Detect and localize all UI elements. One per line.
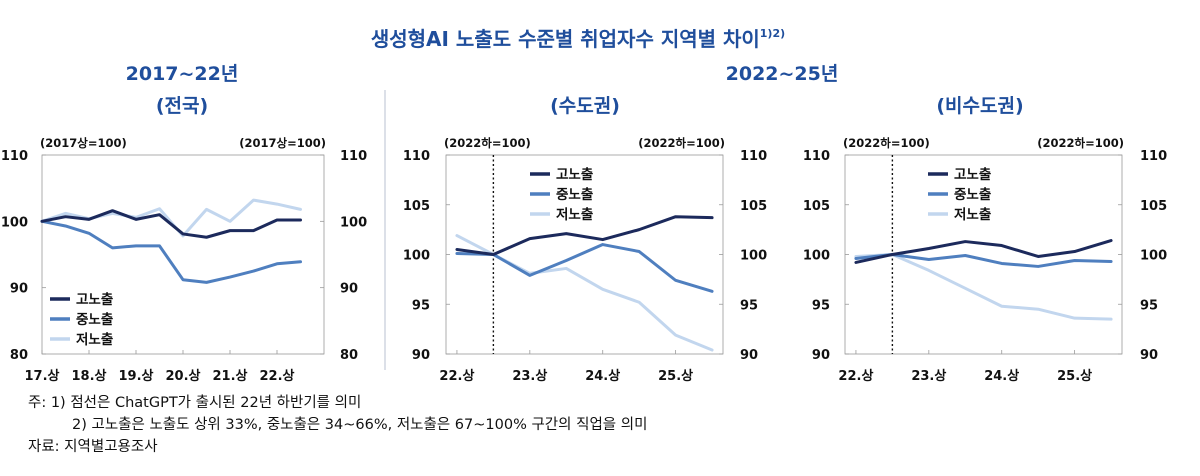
y-tick-right-label: 100 [740, 249, 767, 264]
base-label-right: (2022하=100) [1037, 136, 1124, 150]
figure-title: 생성형AI 노출도 수준별 취업자수 지역별 차이1)2) [371, 27, 785, 51]
y-tick-right-label: 90 [740, 348, 758, 363]
base-label-right: (2022하=100) [638, 136, 725, 150]
y-tick-left-label: 110 [403, 149, 430, 164]
y-tick-left-label: 90 [10, 282, 28, 297]
x-tick-label: 23.상 [512, 369, 547, 384]
series-line-mid [455, 243, 714, 293]
x-tick-label: 23.상 [911, 369, 946, 384]
legend-label-mid: 중노출 [76, 311, 113, 328]
y-tick-left-label: 110 [803, 149, 830, 164]
x-tick-label: 22.상 [260, 369, 295, 384]
y-tick-left-label: 100 [403, 249, 430, 264]
y-tick-left-label: 80 [10, 348, 28, 363]
x-tick-label: 19.상 [119, 369, 154, 384]
series-line-high [40, 209, 302, 239]
y-tick-left-label: 105 [803, 199, 830, 214]
series-line-low [854, 253, 1113, 321]
y-tick-right-label: 90 [340, 282, 358, 297]
y-tick-right-label: 105 [740, 199, 767, 214]
y-tick-right-label: 80 [340, 348, 358, 363]
notes: 주: 1) 점선은 ChatGPT가 출시된 22년 하반기를 의미 2) 고노… [28, 392, 647, 458]
legend-label-high: 고노출 [954, 166, 991, 183]
y-tick-left-label: 90 [412, 348, 430, 363]
y-tick-right-label: 110 [1140, 149, 1167, 164]
right-period-label: 2022~25년 [726, 63, 839, 85]
chart-canvas: 생성형AI 노출도 수준별 취업자수 지역별 차이1)2) 2017~22년 2… [1, 27, 1167, 384]
panel-title: (전국) [156, 95, 208, 117]
y-tick-left-label: 90 [812, 348, 830, 363]
y-tick-right-label: 100 [340, 215, 367, 230]
base-label-right: (2017상=100) [239, 136, 326, 150]
legend-label-high: 고노출 [556, 166, 593, 183]
x-tick-label: 24.상 [585, 369, 620, 384]
figure-title-sup: 1)2) [760, 27, 785, 40]
panel-title: (비수도권) [936, 95, 1023, 117]
left-period-label: 2017~22년 [126, 63, 239, 85]
series-line-mid [854, 253, 1113, 268]
series-line-mid [40, 219, 302, 284]
base-label-left: (2022하=100) [444, 136, 531, 150]
x-tick-label: 25.상 [658, 369, 693, 384]
x-tick-label: 25.상 [1057, 369, 1092, 384]
note-1: 주: 1) 점선은 ChatGPT가 출시된 22년 하반기를 의미 [28, 395, 362, 411]
y-tick-right-label: 95 [740, 298, 758, 313]
x-tick-label: 22.상 [439, 369, 474, 384]
y-tick-left-label: 100 [803, 249, 830, 264]
y-tick-right-label: 100 [1140, 249, 1167, 264]
x-tick-label: 21.상 [213, 369, 248, 384]
chart-panel-3: (비수도권) (2022하=100) (2022하=100) 90 90 95 95 100 1… [803, 95, 1167, 384]
legend-label-low: 저노출 [954, 206, 991, 223]
y-tick-left-label: 105 [403, 199, 430, 214]
y-tick-left-label: 95 [412, 298, 430, 313]
chart-panel-1: (전국) (2017상=100) (2017상=100) 80 80 90 90 100 100… [1, 95, 367, 384]
legend-label-high: 고노출 [76, 291, 113, 308]
chart-panel-2: (수도권) (2022하=100) (2022하=100) 90 90 95 95 100 10… [403, 95, 767, 384]
y-tick-right-label: 110 [340, 149, 367, 164]
y-tick-left-label: 95 [812, 298, 830, 313]
x-tick-label: 22.상 [838, 369, 873, 384]
y-tick-right-label: 105 [1140, 199, 1167, 214]
note-2: 2) 고노출은 노출도 상위 33%, 중노출은 34~66%, 저노출은 67… [72, 417, 648, 433]
figure-title-text: 생성형AI 노출도 수준별 취업자수 지역별 차이 [371, 27, 760, 51]
x-tick-label: 24.상 [984, 369, 1019, 384]
y-tick-left-label: 110 [1, 149, 28, 164]
legend-label-mid: 중노출 [556, 186, 593, 203]
legend-label-low: 저노출 [556, 206, 593, 223]
legend-label-mid: 중노출 [954, 186, 991, 203]
series-line-high [455, 215, 714, 256]
y-tick-right-label: 110 [740, 149, 767, 164]
y-tick-right-label: 90 [1140, 348, 1158, 363]
x-tick-label: 18.상 [72, 369, 107, 384]
y-tick-right-label: 95 [1140, 298, 1158, 313]
source-note: 자료: 지역별고용조사 [28, 439, 158, 455]
series-line-high [854, 239, 1113, 264]
y-tick-left-label: 100 [1, 215, 28, 230]
legend-label-low: 저노출 [76, 331, 113, 348]
base-label-left: (2017상=100) [40, 136, 127, 150]
panel-title: (수도권) [550, 95, 620, 117]
base-label-left: (2022하=100) [843, 136, 930, 150]
x-tick-label: 20.상 [166, 369, 201, 384]
x-tick-label: 17.상 [25, 369, 60, 384]
